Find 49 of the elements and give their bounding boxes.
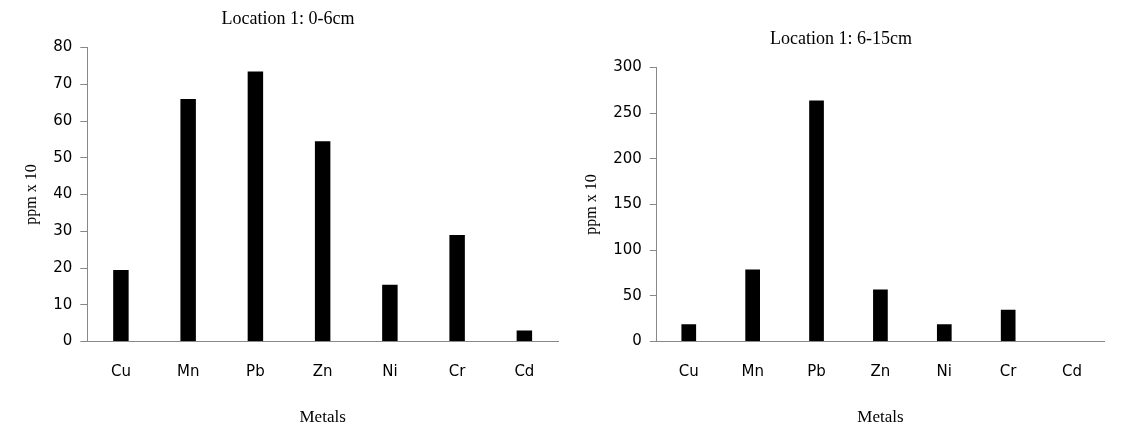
bar <box>247 71 264 342</box>
chart-title: Location 1: 6-15cm <box>770 27 912 48</box>
bar <box>449 235 465 342</box>
y-tick-label: 50 <box>53 147 73 166</box>
y-tick-label: 0 <box>632 331 642 350</box>
x-tick-label: Mn <box>741 362 764 381</box>
x-tick-label: Zn <box>312 362 333 381</box>
bar <box>180 99 196 342</box>
x-axis-title: Metals <box>857 407 904 427</box>
bar <box>113 269 129 342</box>
x-tick-label: Cr <box>999 362 1018 381</box>
y-axis-title: ppm x 10 <box>21 164 40 225</box>
bar <box>1000 309 1016 342</box>
y-tick-label: 30 <box>53 221 73 240</box>
bar <box>936 324 952 342</box>
y-tick-label: 50 <box>622 285 642 304</box>
x-tick-label: Cu <box>110 362 131 381</box>
x-tick-label: Ni <box>382 362 398 381</box>
bar <box>809 100 824 342</box>
y-axis-title: ppm x 10 <box>581 174 600 235</box>
y-tick-label: 300 <box>613 57 642 76</box>
y-tick-label: 100 <box>613 240 642 259</box>
y-tick-label: 150 <box>613 194 642 213</box>
bar <box>382 284 398 342</box>
y-tick-label: 10 <box>53 294 73 313</box>
x-tick-label: Zn <box>870 362 891 381</box>
x-axis-title: Metals <box>299 407 346 427</box>
y-tick-label: 200 <box>613 148 642 167</box>
bar <box>745 269 760 342</box>
x-tick-label: Cd <box>514 362 535 381</box>
x-tick-label: Cd <box>1062 362 1083 381</box>
x-tick-label: Cu <box>678 362 699 381</box>
x-tick-label: Ni <box>936 362 952 381</box>
y-tick-label: 20 <box>53 257 73 276</box>
y-tick-label: 40 <box>53 184 73 203</box>
x-tick-label: Pb <box>807 362 826 381</box>
x-tick-label: Cr <box>448 362 467 381</box>
x-tick-label: Mn <box>176 362 200 381</box>
y-tick-label: 70 <box>53 74 73 93</box>
y-tick-label: 80 <box>53 37 73 56</box>
bar <box>873 289 888 342</box>
x-tick-label: Pb <box>246 362 265 381</box>
bar <box>314 141 331 342</box>
y-tick-label: 0 <box>62 331 73 350</box>
y-tick-label: 60 <box>53 110 73 129</box>
bar <box>516 330 533 342</box>
bar <box>681 324 697 342</box>
chart-title: Location 1: 0-6cm <box>221 7 355 28</box>
y-tick-label: 250 <box>613 103 642 122</box>
